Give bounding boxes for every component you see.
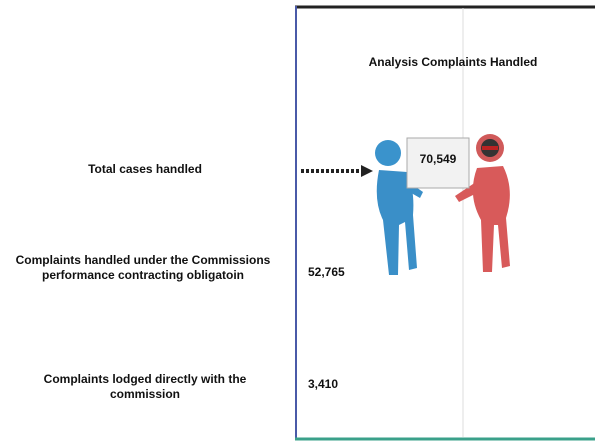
page: Total cases handled Complaints handled u… (0, 0, 595, 443)
row-value: 3,410 (308, 377, 338, 391)
row-value: 52,765 (308, 265, 345, 279)
panel: Analysis Complaints Handled 70,549 52,76… (295, 0, 595, 443)
title: Analysis Complaints Handled (369, 55, 538, 69)
row-label: Complaints handled under the Commissions… (8, 253, 278, 283)
panel-bg (295, 6, 595, 438)
row-label: Total cases handled (10, 162, 280, 177)
row-value: 70,549 (420, 152, 457, 166)
row-label: Complaints lodged directly with the comm… (10, 372, 280, 402)
